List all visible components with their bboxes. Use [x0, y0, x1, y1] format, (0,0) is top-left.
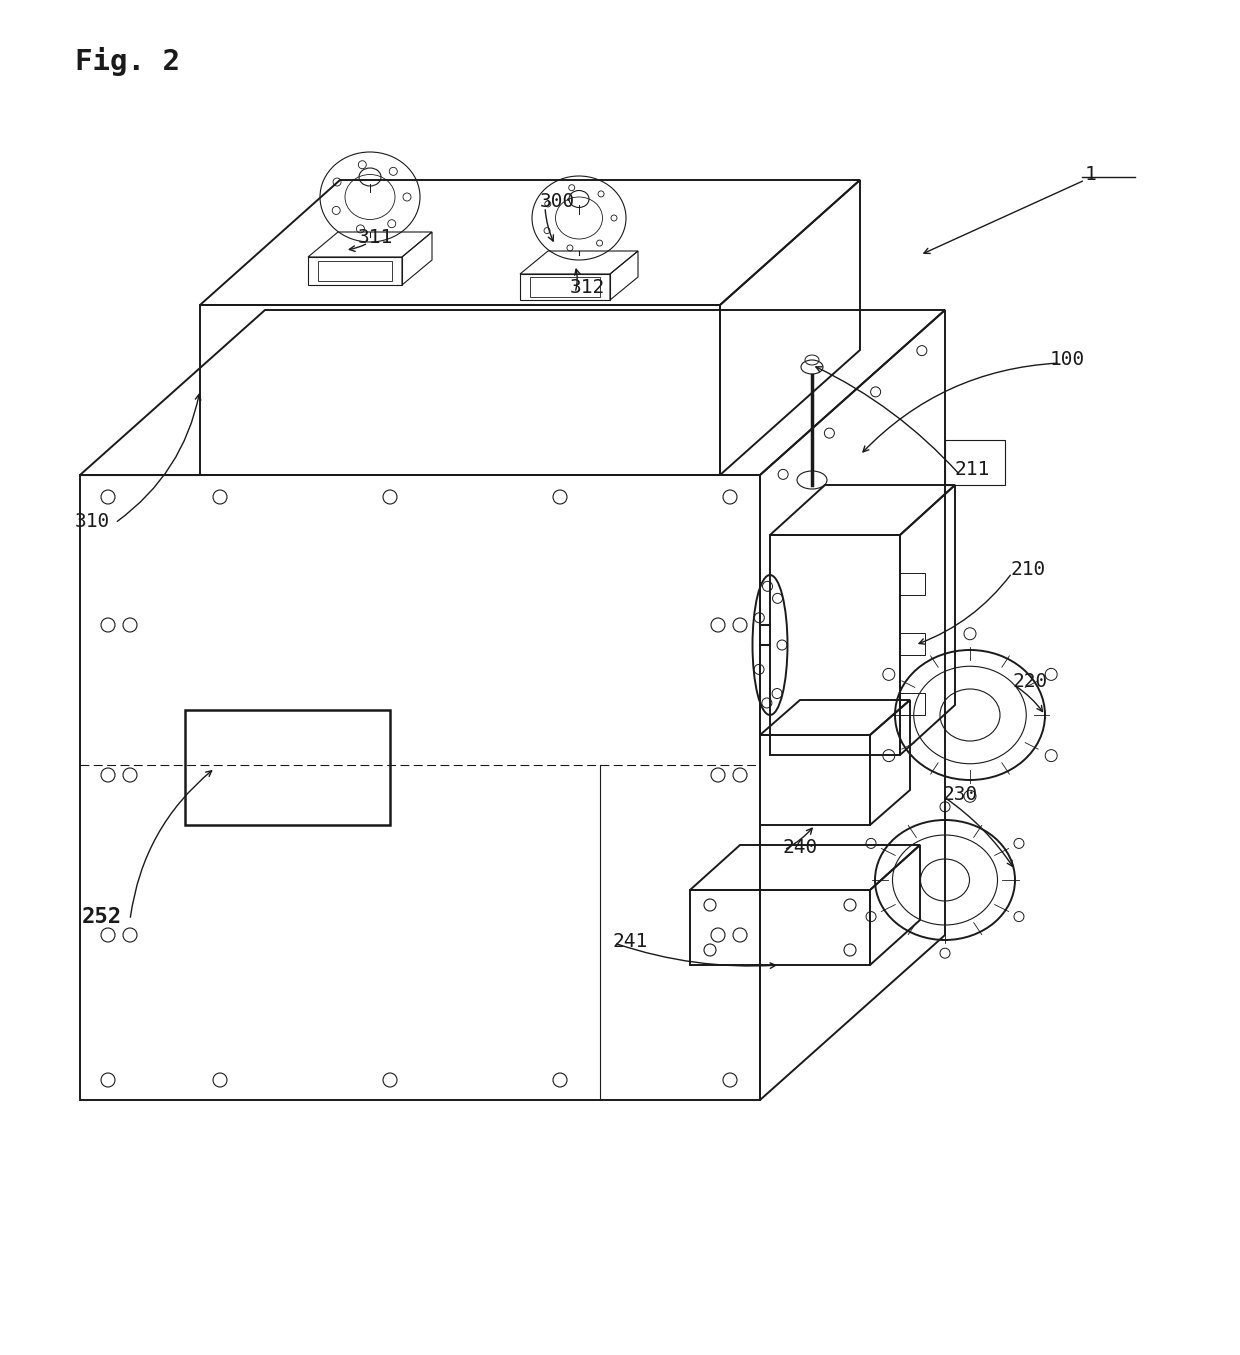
Text: 230: 230	[942, 785, 977, 804]
Text: 241: 241	[613, 932, 647, 951]
Text: 252: 252	[82, 906, 122, 927]
Text: Fig. 2: Fig. 2	[74, 47, 180, 76]
Text: 300: 300	[539, 192, 575, 211]
Text: 100: 100	[1050, 350, 1085, 369]
Text: 311: 311	[358, 228, 393, 247]
Text: 220: 220	[1012, 672, 1048, 691]
Text: 1: 1	[1085, 165, 1096, 184]
Text: 240: 240	[782, 837, 817, 856]
Text: 211: 211	[955, 459, 991, 480]
Text: 310: 310	[74, 512, 110, 531]
Text: 312: 312	[570, 278, 605, 297]
Text: 210: 210	[1011, 560, 1045, 579]
